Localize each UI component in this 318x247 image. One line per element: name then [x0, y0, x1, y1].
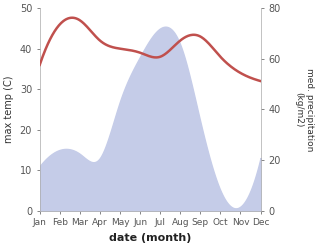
- Y-axis label: max temp (C): max temp (C): [4, 76, 14, 143]
- X-axis label: date (month): date (month): [109, 233, 191, 243]
- Y-axis label: med. precipitation
(kg/m2): med. precipitation (kg/m2): [294, 68, 314, 151]
